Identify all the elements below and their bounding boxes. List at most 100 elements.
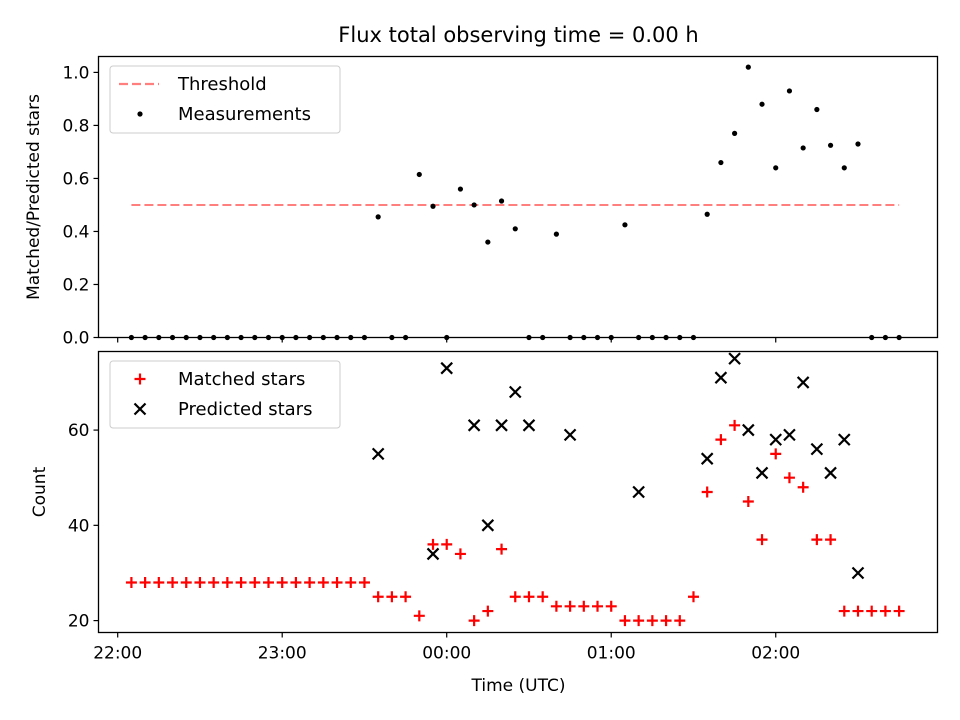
matched-star-point	[811, 534, 823, 546]
matched-star-point	[125, 576, 137, 588]
measurement-point	[759, 101, 765, 107]
matched-star-point	[386, 591, 398, 603]
matched-star-point	[509, 591, 521, 603]
predicted-star-point	[467, 419, 481, 432]
matched-star-point	[496, 543, 508, 555]
ratio-y-tick-label: 0.4	[62, 222, 89, 242]
legend-marker	[137, 111, 143, 117]
matched-star-point	[729, 419, 741, 431]
predicted-star-point	[824, 466, 837, 480]
legend-label: Matched stars	[178, 369, 305, 390]
matched-star-point	[797, 481, 809, 493]
matched-star-point	[783, 472, 795, 484]
ratio-y-tick-label: 0.8	[62, 116, 89, 136]
matched-star-point	[770, 448, 782, 460]
matched-star-point	[180, 576, 192, 588]
measurement-point	[814, 106, 820, 113]
matched-star-point	[304, 576, 316, 588]
matched-star-point	[701, 486, 713, 498]
ratio-plot-frame	[97, 55, 939, 339]
matched-star-point	[687, 591, 699, 603]
legend-frame	[109, 360, 341, 429]
matched-star-point	[358, 576, 370, 588]
x-tick-label: 00:00	[422, 644, 471, 664]
predicted-star-point	[714, 371, 728, 384]
count-y-axis-label: Count	[30, 466, 50, 517]
matched-star-point	[153, 576, 165, 588]
measurement-point	[841, 165, 847, 171]
x-tick-label: 23:00	[258, 644, 307, 664]
legend-label: Threshold	[177, 74, 267, 95]
matched-star-point	[578, 600, 590, 612]
matched-star-point	[317, 576, 329, 588]
measurement-point	[745, 64, 751, 70]
x-axis-label: Time (UTC)	[471, 676, 566, 696]
matched-star-point	[262, 576, 274, 588]
ratio-panel: 0.0 0.2 0.4 0.6 0.8 1.0 Matched/Predicted sta…	[24, 55, 939, 349]
ratio-y-tick-label: 0.0	[62, 329, 89, 349]
measurement-point	[430, 203, 436, 209]
matched-star-point	[194, 576, 206, 588]
matched-star-point	[756, 534, 768, 546]
x-tick-label: 02:00	[751, 644, 800, 664]
count-y-tick-label: 60	[68, 421, 90, 441]
matched-star-point	[208, 576, 220, 588]
measurement-point	[773, 165, 779, 171]
matched-star-point	[427, 538, 439, 550]
legend-label: Measurements	[178, 104, 311, 125]
legend-label: Predicted stars	[178, 399, 312, 420]
matched-star-point	[893, 605, 905, 617]
predicted-star-point	[481, 519, 495, 532]
matched-star-point	[372, 591, 384, 603]
matched-star-point	[249, 576, 261, 588]
count-legend: Matched stars Predicted stars	[109, 360, 341, 429]
matched-star-point	[235, 576, 247, 588]
matched-star-point	[537, 591, 549, 603]
count-plot-area: 20 40 60 22:00 23:00 00:00 01:00 02:00	[68, 352, 905, 664]
matched-star-point	[633, 615, 645, 627]
predicted-star-point	[426, 547, 440, 561]
matched-star-point	[400, 591, 412, 603]
measurement-point	[732, 130, 738, 136]
predicted-star-point	[796, 376, 810, 389]
x-tick-label: 01:00	[587, 644, 636, 664]
predicted-star-point	[508, 385, 522, 399]
legend-marker	[134, 373, 146, 385]
matched-star-point	[605, 600, 617, 612]
measurement-point	[457, 186, 464, 192]
predicted-star-point	[769, 433, 783, 446]
count-y-tick-label: 40	[68, 516, 90, 536]
predicted-star-point	[810, 442, 824, 456]
matched-star-point	[646, 615, 658, 627]
matched-star-point	[413, 610, 425, 622]
matched-star-point	[441, 538, 453, 550]
count-plot-frame	[97, 350, 939, 634]
matched-star-point	[619, 615, 631, 627]
legend-frame	[109, 65, 341, 134]
matched-star-point	[879, 605, 891, 617]
predicted-star-point	[851, 566, 865, 580]
measurement-point	[553, 231, 559, 237]
matched-star-point	[454, 548, 466, 560]
matched-star-point	[715, 434, 727, 446]
predicted-star-point	[728, 352, 741, 365]
matched-star-point	[852, 605, 864, 617]
x-tick-label: 22:00	[93, 644, 142, 664]
measurement-point	[471, 202, 477, 208]
ratio-y-tick-label: 1.0	[62, 63, 89, 83]
matched-star-point	[139, 576, 151, 588]
ratio-legend: Threshold Measurements	[109, 65, 341, 134]
matched-star-point	[742, 496, 754, 508]
measurement-point	[375, 214, 381, 220]
predicted-star-point	[632, 485, 645, 499]
predicted-star-point	[783, 428, 796, 442]
measurement-point	[622, 222, 628, 228]
measurement-point	[786, 88, 793, 94]
measurement-point	[855, 141, 861, 147]
predicted-star-point	[700, 452, 714, 465]
matched-star-point	[468, 615, 480, 627]
matched-star-point	[345, 576, 357, 588]
count-y-tick-label: 20	[68, 612, 90, 632]
measurement-point	[718, 159, 724, 166]
